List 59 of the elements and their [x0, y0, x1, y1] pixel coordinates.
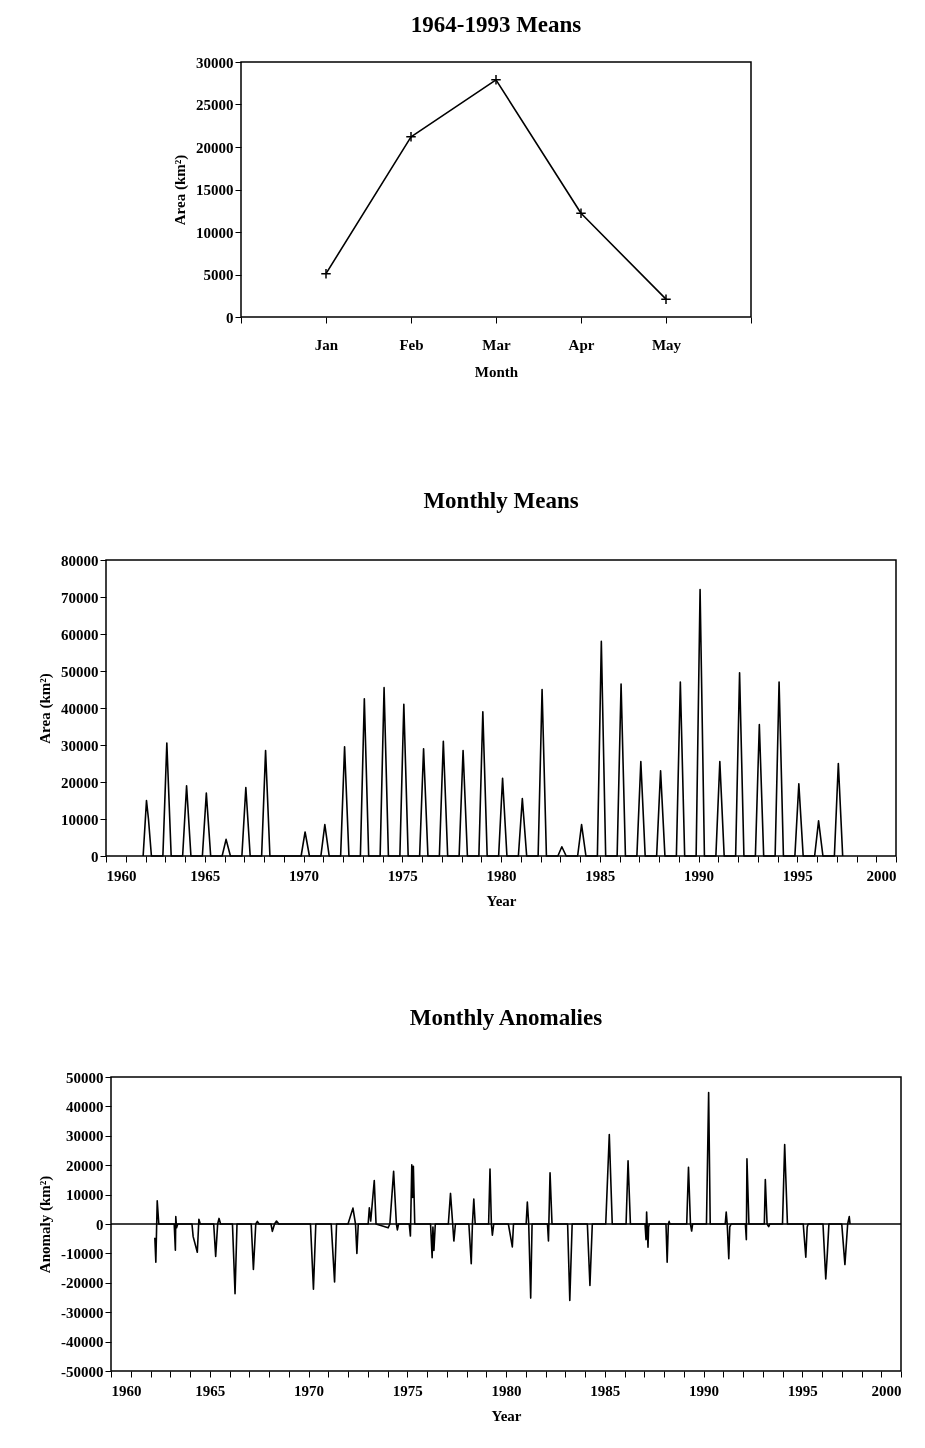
- x-tick-label: 1960: [106, 867, 137, 884]
- y-tick-label: 25000: [196, 97, 234, 113]
- y-tick-label: -50000: [61, 1363, 104, 1380]
- x-tick-label: 1965: [190, 867, 221, 884]
- y-tick-label: 30000: [66, 1128, 104, 1145]
- y-tick-label: 10000: [196, 224, 234, 241]
- x-tick-label: 1980: [491, 1382, 522, 1399]
- x-tick-label: Apr: [568, 336, 595, 353]
- x-tick-label: 1975: [392, 1382, 423, 1399]
- y-tick-label: 80000: [61, 552, 99, 569]
- x-tick-label: 1990: [684, 867, 714, 884]
- x-tick-label: 1965: [195, 1382, 226, 1399]
- y-tick-label: 50000: [61, 663, 99, 680]
- x-tick-label: 2000: [871, 1382, 902, 1399]
- x-tick-label: Feb: [399, 336, 424, 353]
- y-tick-label: 60000: [61, 626, 99, 643]
- y-tick-label: 40000: [61, 700, 99, 717]
- x-tick-label: 1970: [294, 1382, 324, 1399]
- x-tick-label: 1970: [289, 867, 319, 884]
- x-tick-label: 1980: [486, 867, 517, 884]
- y-tick-label: 15000: [196, 182, 234, 198]
- x-axis-title: Year: [491, 1407, 522, 1424]
- y-tick-label: 40000: [66, 1098, 104, 1115]
- x-tick-label: 1995: [787, 1382, 818, 1399]
- y-tick-label: 20000: [196, 139, 234, 156]
- y-tick-label: 0: [91, 848, 99, 865]
- y-axis-title: Area (km²): [172, 154, 189, 226]
- x-tick-label: Mar: [482, 336, 511, 353]
- x-tick-label: 1990: [689, 1382, 719, 1399]
- chart-title: 1964-1993 Means: [410, 12, 582, 37]
- y-axis-title: Area (km²): [37, 673, 54, 744]
- y-axis-title: Anomaly (km²): [37, 1175, 54, 1274]
- y-tick-label: 10000: [66, 1187, 104, 1204]
- y-tick-label: 20000: [66, 1157, 104, 1174]
- x-axis-title: Month: [474, 363, 519, 380]
- y-tick-label: -30000: [61, 1304, 104, 1321]
- y-tick-label: -10000: [61, 1245, 104, 1262]
- x-tick-label: 1985: [590, 1382, 621, 1399]
- x-tick-label: 2000: [866, 867, 897, 884]
- x-axis-title: Year: [486, 892, 517, 909]
- x-tick-label: 1995: [782, 867, 813, 884]
- y-tick-label: -40000: [61, 1334, 104, 1351]
- chart-title: Monthly Means: [423, 488, 579, 513]
- y-tick-label: 30000: [196, 54, 234, 71]
- y-tick-label: 10000: [61, 811, 99, 828]
- x-tick-label: May: [651, 336, 682, 353]
- y-tick-label: 30000: [61, 737, 99, 754]
- chart-title: Monthly Anomalies: [409, 1005, 603, 1030]
- x-tick-label: 1975: [387, 867, 418, 884]
- x-tick-label: 1960: [111, 1382, 142, 1399]
- y-tick-label: 20000: [61, 774, 99, 791]
- y-tick-label: 50000: [66, 1069, 104, 1086]
- x-tick-label: 1985: [585, 867, 616, 884]
- y-tick-label: -20000: [61, 1275, 104, 1292]
- y-tick-label: 0: [226, 309, 234, 326]
- y-tick-label: 70000: [61, 589, 99, 606]
- y-tick-label: 0: [96, 1216, 104, 1233]
- y-tick-label: 5000: [203, 267, 234, 283]
- x-tick-label: Jan: [314, 336, 339, 353]
